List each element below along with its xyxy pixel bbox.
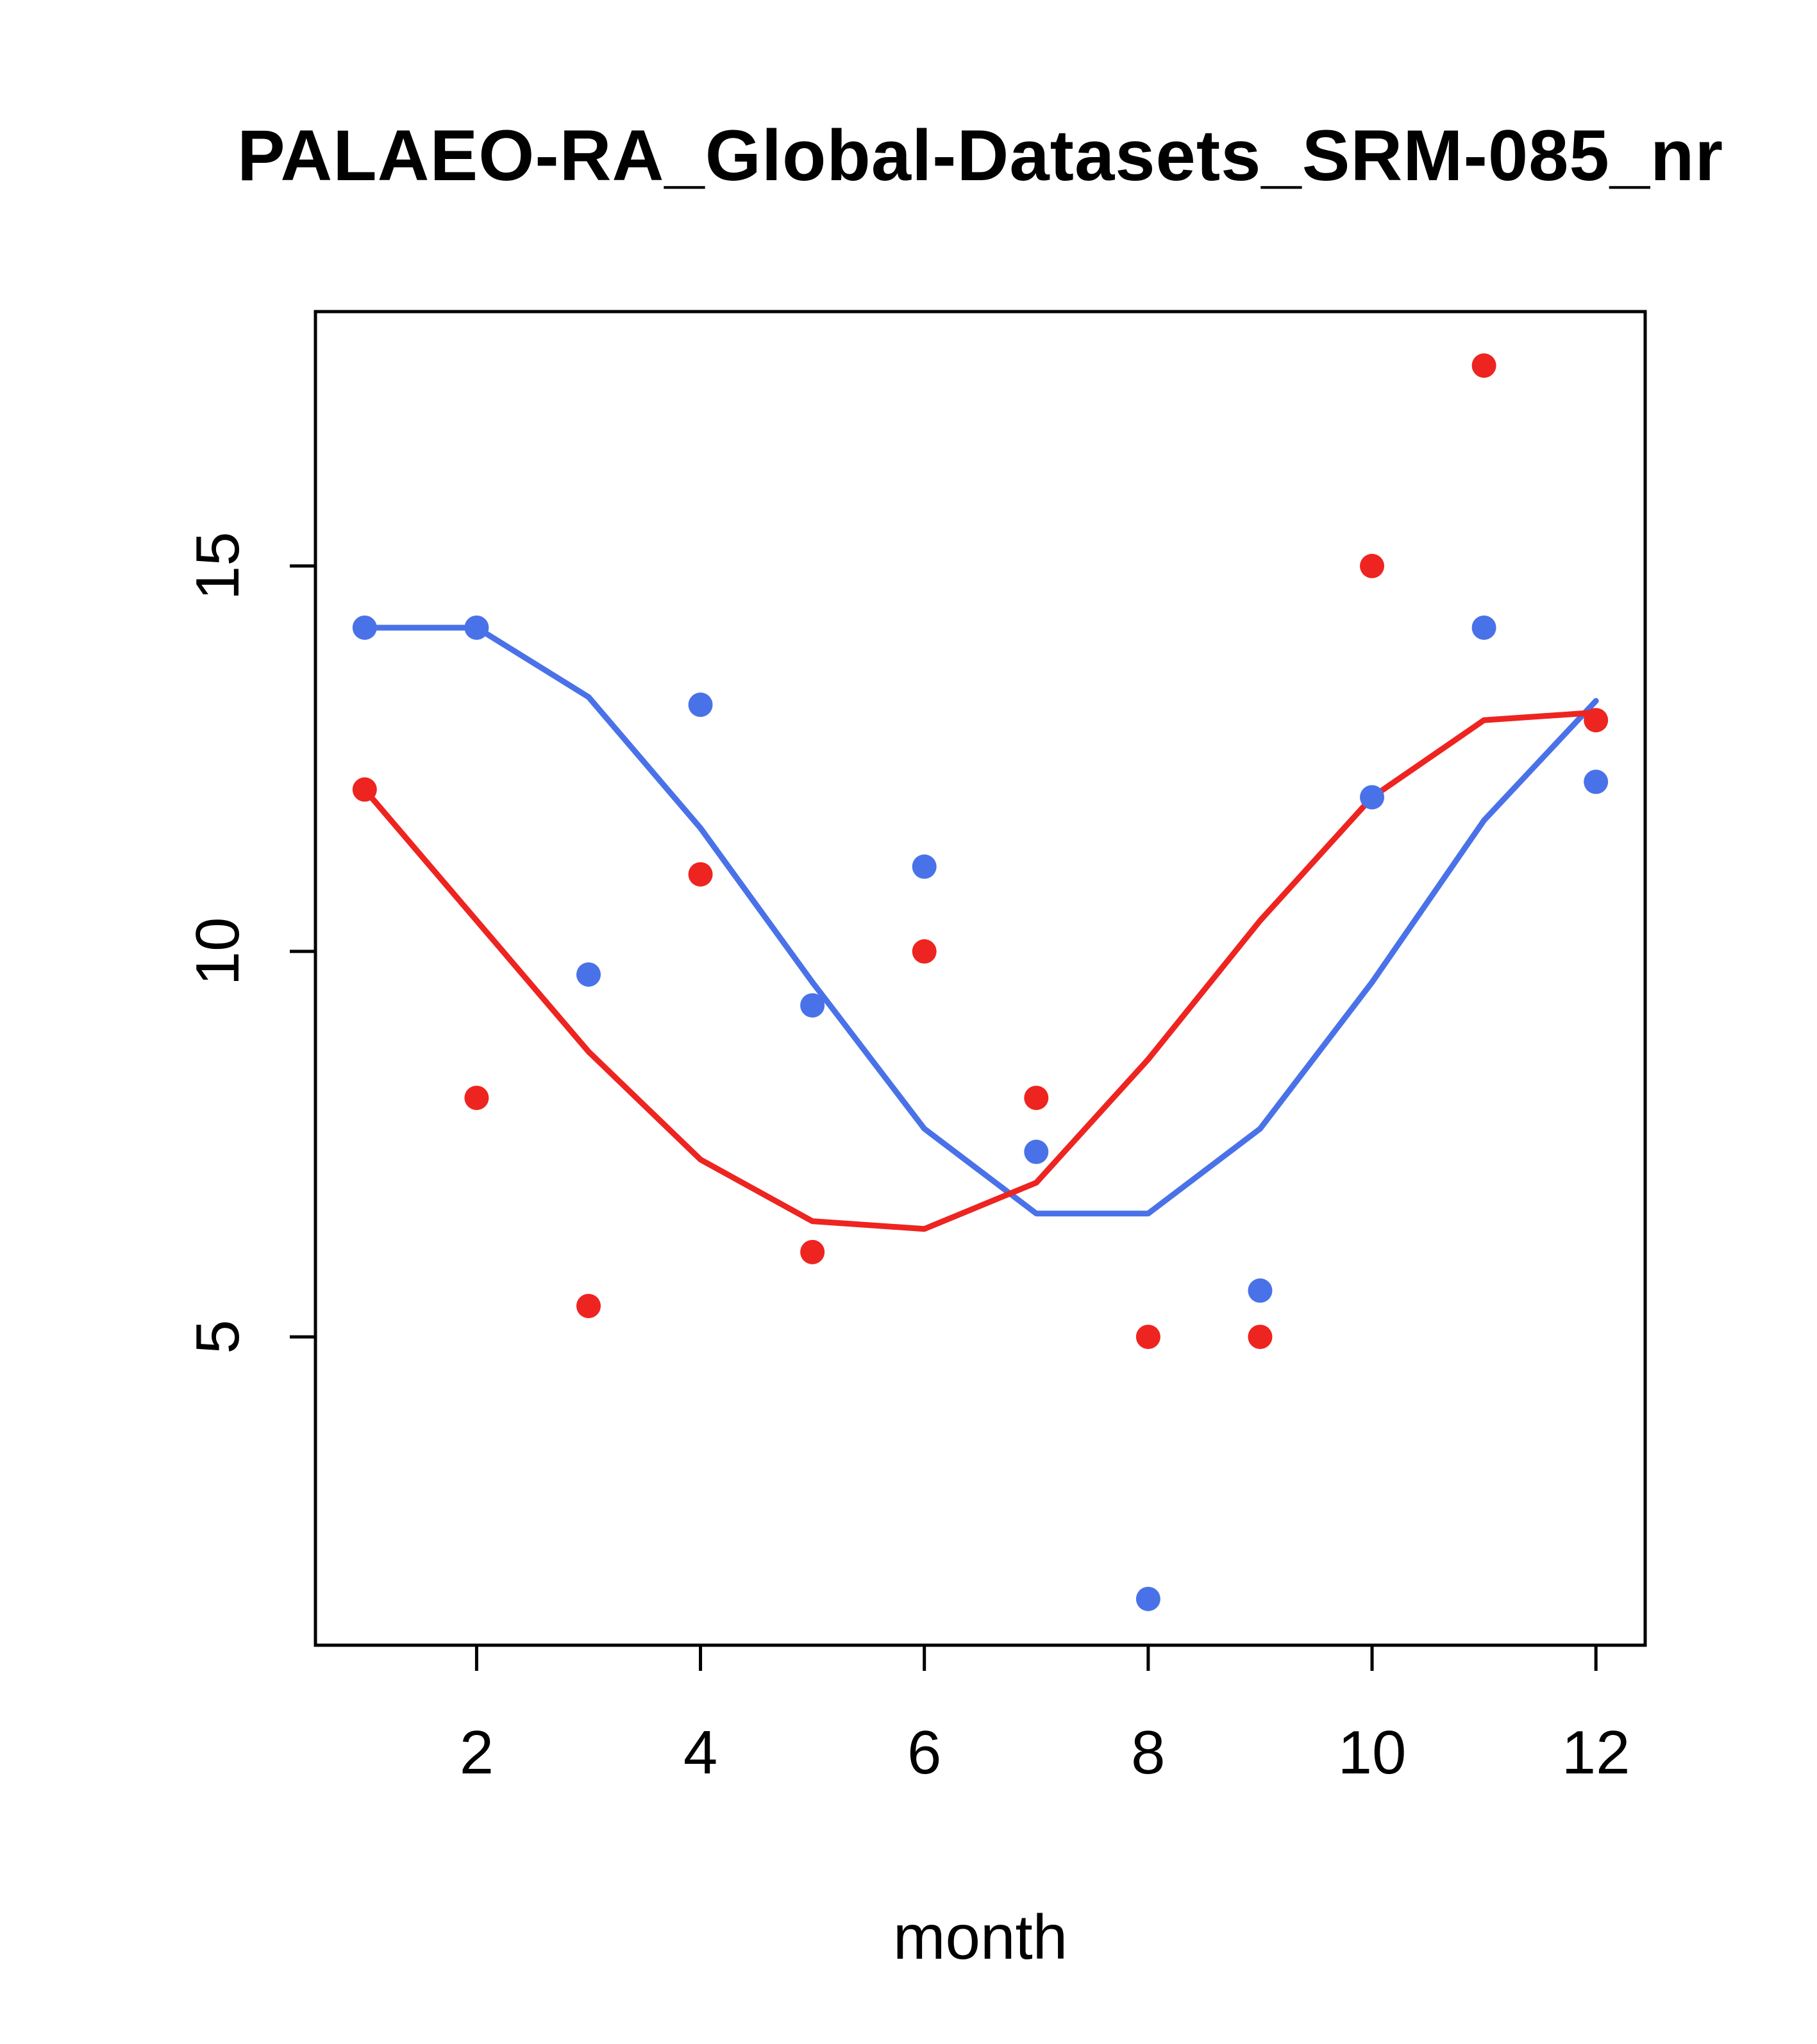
- blue-points-point: [1584, 769, 1609, 794]
- blue-points-point: [464, 615, 489, 640]
- x-axis-label: month: [892, 1902, 1068, 1972]
- y-tick-label: 15: [183, 532, 252, 600]
- red-smooth-line: [362, 709, 1599, 1232]
- blue-points-point: [1248, 1278, 1273, 1303]
- x-tick-label: 6: [907, 1718, 941, 1787]
- x-tick-label: 2: [460, 1718, 494, 1787]
- blue-points-point: [1135, 1586, 1160, 1611]
- red-points-point: [352, 777, 377, 802]
- blue-points-point: [912, 854, 937, 879]
- blue-points-point: [576, 962, 601, 987]
- blue-points-point: [688, 692, 713, 717]
- red-points-point: [912, 939, 937, 964]
- red-points-point: [464, 1085, 489, 1110]
- blue-points-point: [1471, 615, 1496, 640]
- x-tick-label: 8: [1131, 1718, 1165, 1787]
- x-tick-label: 10: [1338, 1718, 1407, 1787]
- blue-points-point: [1360, 785, 1385, 810]
- blue-smooth-line: [362, 624, 1599, 1217]
- red-points-point: [1135, 1325, 1160, 1350]
- red-points-point: [1024, 1085, 1049, 1110]
- y-tick-label: 5: [183, 1319, 252, 1353]
- red-points-point: [1471, 353, 1496, 378]
- red-points-point: [800, 1239, 825, 1264]
- blue-points-point: [1024, 1139, 1049, 1164]
- red-points-point: [688, 862, 713, 887]
- chart-title: PALAEO-RA_Global-Datasets_SRM-085_nr: [237, 115, 1724, 196]
- x-tick-label: 12: [1562, 1718, 1630, 1787]
- blue-points-point: [800, 993, 825, 1018]
- red-points-point: [1584, 708, 1609, 733]
- y-tick-label: 10: [183, 917, 252, 986]
- red-points-point: [576, 1293, 601, 1318]
- red-points-point: [1360, 553, 1385, 578]
- red-points-point: [1248, 1325, 1273, 1350]
- plot-box: [314, 310, 1647, 1647]
- x-tick-label: 4: [683, 1718, 717, 1787]
- blue-points-point: [352, 615, 377, 640]
